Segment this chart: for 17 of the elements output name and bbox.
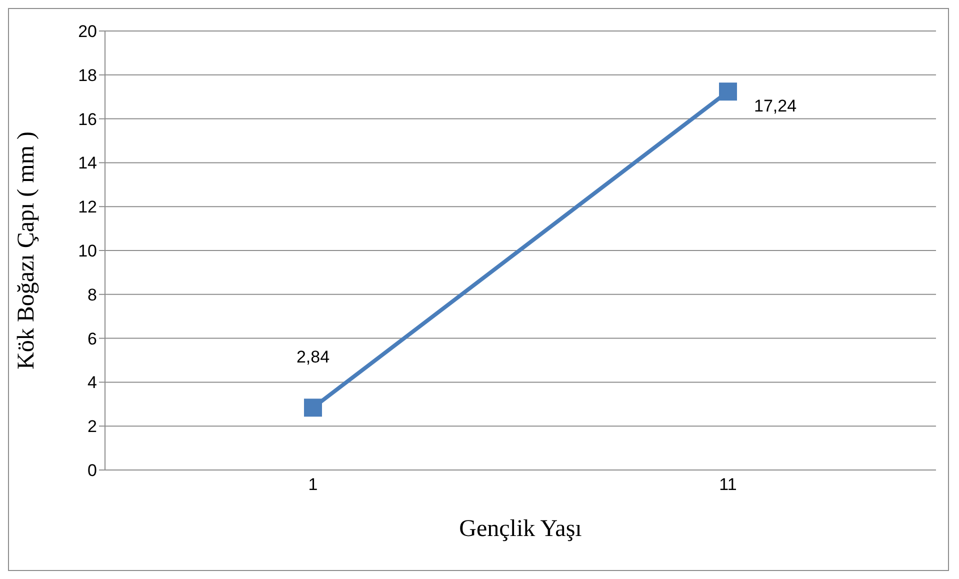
x-axis-title: Gençlik Yaşı (459, 516, 582, 542)
y-tick-label: 16 (78, 110, 97, 129)
y-tick-label: 20 (78, 22, 97, 42)
x-tick-label: 1 (308, 475, 318, 494)
data-label: 17,24 (754, 96, 797, 116)
x-tick-label: 11 (719, 475, 737, 494)
y-tick-label: 0 (88, 461, 97, 480)
y-tick-label: 14 (78, 154, 97, 173)
y-tick-label: 6 (88, 329, 97, 348)
y-tick-label: 10 (78, 242, 97, 261)
y-tick-label: 8 (88, 285, 97, 304)
y-tick-label: 12 (78, 198, 97, 217)
data-label: 2,84 (296, 348, 330, 367)
y-tick-label: 2 (88, 417, 97, 436)
y-tick-label: 4 (88, 373, 97, 392)
y-tick-label: 18 (78, 66, 97, 85)
y-axis-title: Kök Boğazı Çapı ( mm ) (14, 132, 40, 370)
